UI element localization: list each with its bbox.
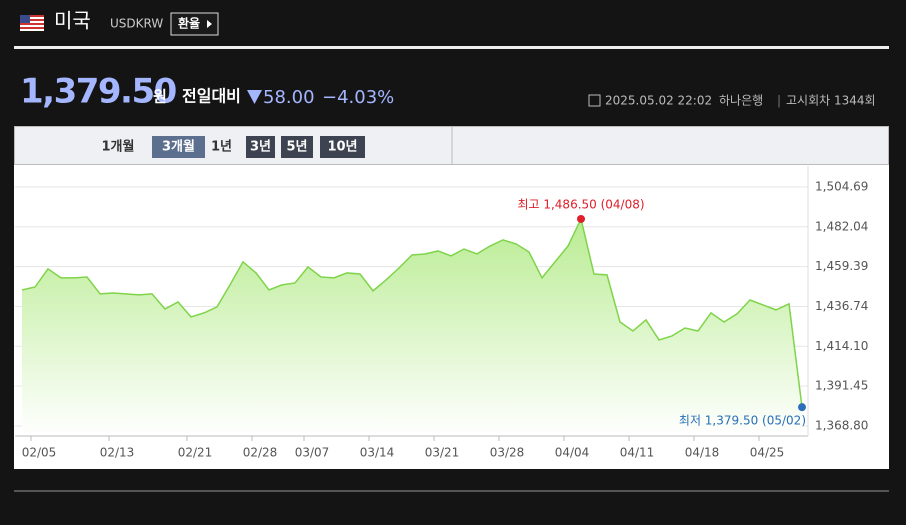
bank: 하나은행 — [719, 93, 763, 108]
separator: | — [777, 94, 781, 108]
x-tick-label: 03/14 — [360, 446, 395, 460]
change-label: 전일대비 — [182, 87, 241, 106]
rate-button-label[interactable]: 환율 — [178, 16, 200, 31]
down-triangle — [247, 90, 262, 104]
tab[interactable]: 1개월 — [102, 139, 135, 155]
x-tick-label: 02/05 — [22, 446, 57, 460]
tab-bg[interactable] — [246, 136, 275, 158]
tab-bg[interactable] — [281, 136, 313, 158]
extreme-dot — [577, 214, 585, 223]
change: 58.00 — [263, 87, 315, 108]
code: USDKRW — [110, 17, 163, 31]
y-tick-label: 1,436.74 — [815, 299, 868, 313]
x-tick-label: 04/18 — [685, 446, 720, 460]
line — [21, 216, 803, 408]
x-tick-label: 04/04 — [555, 446, 590, 460]
annotation: 최고 1,486.50 (04/08) — [517, 197, 644, 211]
x-tick-label: 02/28 — [243, 446, 278, 460]
y-tick-label: 1,368.80 — [815, 418, 868, 432]
tab[interactable]: 10년 — [327, 140, 357, 155]
x-tick-label: 03/28 — [490, 446, 525, 460]
x-tick-label: 04/11 — [620, 446, 655, 460]
tab-bg[interactable] — [320, 136, 365, 158]
datetime: 2025.05.02 22:02 — [605, 94, 712, 108]
round: 고시회차 1344회 — [786, 94, 876, 108]
button-arrow — [207, 20, 212, 28]
y-tick-label: 1,459.39 — [815, 259, 868, 273]
bottom-divider — [14, 490, 889, 492]
x-tick-label: 03/21 — [425, 446, 460, 460]
price-unit: 원 — [153, 88, 167, 106]
extreme-dot — [798, 403, 806, 412]
y-tick-label: 1,482.04 — [815, 219, 868, 233]
area — [22, 218, 802, 436]
x-tick-label: 04/25 — [750, 446, 785, 460]
country: 미국 — [54, 9, 91, 33]
y-tick-label: 1,414.10 — [815, 339, 868, 353]
y-tick-label: 1,391.45 — [815, 379, 868, 393]
tab[interactable]: 1년 — [211, 140, 232, 155]
tab[interactable]: 3개월 — [162, 139, 195, 155]
x-tick-label: 02/21 — [178, 446, 213, 460]
x-tick-label: 03/07 — [295, 446, 330, 460]
annotation: 최저 1,379.50 (05/02) — [679, 414, 806, 428]
rate-button[interactable] — [170, 12, 219, 36]
tab[interactable]: 3년 — [250, 140, 271, 155]
calendar-icon — [588, 94, 601, 107]
divider — [14, 46, 889, 49]
flag — [20, 15, 44, 31]
change-pct: −4.03% — [322, 87, 394, 108]
y-tick-label: 1,504.69 — [815, 179, 868, 193]
tab-bg[interactable] — [152, 136, 205, 158]
tab[interactable]: 5년 — [286, 140, 307, 155]
x-tick-label: 02/13 — [100, 446, 135, 460]
price: 1,379.50 — [20, 72, 177, 112]
